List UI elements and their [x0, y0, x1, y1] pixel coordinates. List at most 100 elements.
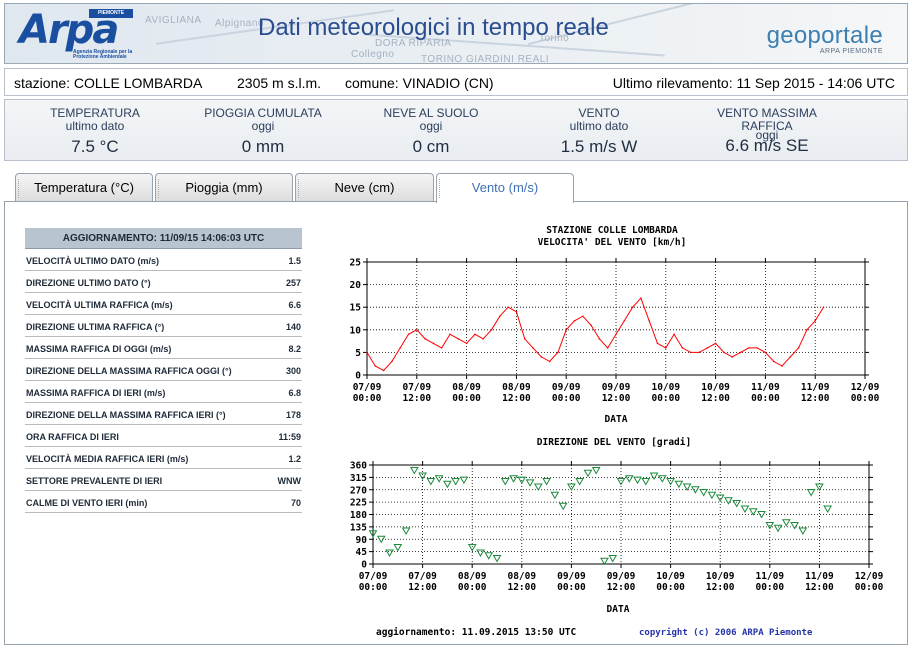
- x-tick-label: 12:00: [408, 582, 437, 593]
- wind-speed-point: [822, 306, 825, 308]
- table-row: VELOCITÀ ULTIMA RAFFICA (m/s) 6.6: [25, 293, 302, 315]
- wind-speed-point: [789, 356, 792, 358]
- summary-subtitle: oggi: [755, 128, 779, 142]
- piemonte-badge: PIEMONTE: [89, 9, 133, 18]
- y-tick-label: 25: [350, 258, 362, 269]
- wind-speed-point: [739, 351, 742, 354]
- wind-speed-point: [714, 342, 717, 345]
- y-tick-label: 180: [350, 510, 367, 521]
- summary-subtitle: oggi: [251, 119, 275, 133]
- wind-direction-point: [641, 478, 651, 486]
- y-tick-label: 45: [356, 547, 368, 558]
- wind-direction-point: [790, 522, 799, 530]
- summary-subtitle: oggi: [419, 119, 443, 133]
- summary-title: PIOGGIA CUMULATA: [204, 106, 322, 120]
- wind-direction-point: [476, 549, 485, 557]
- wind-speed-point: [465, 342, 468, 345]
- table-row-value: 257: [285, 278, 301, 288]
- tab-label: Vento (m/s): [471, 180, 539, 195]
- x-tick-label: 07/09: [402, 382, 431, 393]
- x-tick-label: 00:00: [458, 582, 487, 593]
- tab-vento[interactable]: Vento (m/s): [436, 173, 574, 203]
- x-tick-label: 10/09: [701, 382, 730, 393]
- wind-direction-point: [426, 478, 436, 486]
- wind-speed-point: [382, 369, 385, 372]
- tab-pioggia[interactable]: Pioggia (mm): [155, 173, 293, 202]
- table-row-value: 8.2: [288, 344, 301, 354]
- wind-speed-point: [374, 365, 377, 367]
- map-label: AVIGLIANA: [145, 15, 202, 26]
- wind-direction-point: [674, 480, 684, 489]
- wind-speed-point: [681, 347, 684, 349]
- table-row: VELOCITÀ MEDIA RAFFICA IERI (m/s) 1.2: [25, 447, 302, 469]
- wind-speed-point: [598, 338, 601, 340]
- wind-direction-point: [624, 475, 634, 483]
- x-tick-label: 10/09: [706, 571, 735, 582]
- x-tick-label: 00:00: [452, 393, 481, 404]
- wind-direction-point: [550, 491, 560, 500]
- wind-direction-point: [558, 502, 568, 511]
- wind-speed-point: [399, 347, 401, 349]
- x-tick-label: 08/09: [502, 382, 531, 393]
- wind-speed-point: [756, 347, 758, 349]
- wind-direction-point: [409, 467, 419, 475]
- wind-speed-point: [606, 347, 609, 349]
- wind-speed-point: [673, 333, 675, 336]
- wind-direction-point: [649, 472, 659, 480]
- table-row: VELOCITÀ ULTIMO DATO (m/s) 1.5: [25, 249, 302, 271]
- x-tick-label: 00:00: [656, 582, 685, 593]
- x-tick-label: 12:00: [507, 582, 536, 593]
- geoportale-logo[interactable]: geoportale: [767, 22, 883, 50]
- wind-speed-point: [523, 338, 526, 340]
- x-tick-label: 09/09: [557, 571, 586, 582]
- x-tick-label: 12:00: [402, 393, 431, 404]
- tab-neve[interactable]: Neve (cm): [295, 173, 434, 202]
- table-row: SETTORE PREVALENTE DI IERI WNW: [25, 469, 302, 491]
- tab-temperatura[interactable]: Temperatura (°C): [15, 173, 153, 202]
- wind-direction-point: [467, 544, 477, 552]
- wind-speed-point: [532, 347, 534, 349]
- x-tick-label: 12:00: [701, 393, 730, 404]
- table-row-label: DIREZIONE ULTIMO DATO (°): [26, 278, 151, 288]
- wind-speed-point: [449, 333, 451, 336]
- wind-speed-point: [706, 347, 709, 349]
- wind-speed-point: [590, 324, 592, 327]
- summary-value: 1.5 m/s W: [560, 137, 638, 156]
- wind-direction-point: [657, 475, 667, 483]
- copyright-link[interactable]: copyright (c) 2006 ARPA Piemonte: [639, 628, 813, 638]
- table-row: DIREZIONE ULTIMO DATO (°) 257: [25, 271, 302, 293]
- wind-direction-point: [509, 475, 518, 483]
- wind-speed-point: [573, 319, 576, 322]
- table-row: CALME DI VENTO IERI (min) 70: [25, 491, 302, 513]
- wind-direction-point: [443, 480, 452, 489]
- y-tick-label: 10: [350, 325, 362, 336]
- chart-subtitle: VELOCITA' DEL VENTO [km/h]: [538, 237, 687, 248]
- header-banner: AVIGLIANA Alpignano Collegno DORA RIPARI…: [4, 3, 908, 64]
- wind-direction-point: [691, 486, 700, 494]
- summary-rain: PIOGGIA CUMULATA oggi 0 mm: [183, 107, 343, 157]
- wind-direction-point: [434, 475, 444, 483]
- x-tick-label: 09/09: [602, 382, 631, 393]
- x-tick-label: 09/09: [607, 571, 636, 582]
- arpa-logo[interactable]: Arpa PIEMONTE Agenzia Regionale per la P…: [19, 8, 137, 62]
- wind-direction-point: [732, 500, 742, 508]
- y-tick-label: 0: [355, 371, 361, 382]
- x-tick-label: 11/09: [751, 382, 780, 393]
- wind-direction-point: [368, 530, 378, 538]
- summary-title: TEMPERATURA: [50, 106, 140, 120]
- wind-speed-point: [648, 319, 650, 322]
- map-label: TORINO GIARDINI REALI: [421, 54, 550, 64]
- table-row-label: SETTORE PREVALENTE DI IERI: [26, 476, 163, 486]
- plot-frame: [372, 464, 870, 565]
- wind-speed-point: [781, 365, 783, 367]
- wind-direction-point: [525, 479, 535, 487]
- wind-speed-point: [698, 351, 700, 354]
- wind-direction-point: [567, 483, 576, 491]
- chart-title: STAZIONE COLLE LOMBARDA: [546, 225, 678, 236]
- wind-speed-point: [557, 351, 559, 354]
- x-tick-label: 08/09: [458, 571, 487, 582]
- wind-speed-point: [507, 306, 509, 308]
- table-row-label: VELOCITÀ ULTIMO DATO (m/s): [26, 256, 159, 266]
- map-label: Alpignano: [215, 18, 264, 29]
- wind-speed-point: [432, 342, 435, 345]
